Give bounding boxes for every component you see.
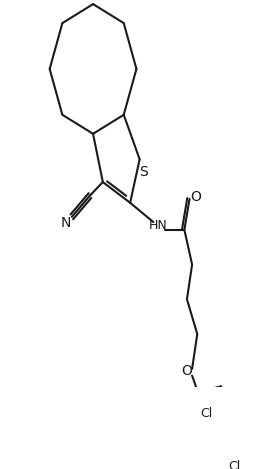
Text: S: S (139, 165, 147, 179)
Text: Cl: Cl (200, 408, 213, 420)
Text: N: N (61, 216, 71, 230)
Text: O: O (181, 363, 192, 378)
Text: HN: HN (149, 219, 168, 233)
Text: O: O (191, 190, 201, 204)
Text: Cl: Cl (228, 460, 240, 469)
